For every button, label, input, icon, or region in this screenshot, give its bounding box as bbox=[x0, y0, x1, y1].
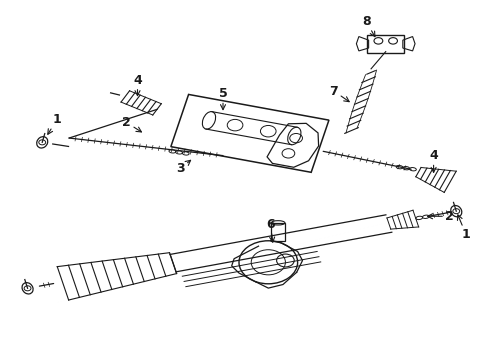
Text: 4: 4 bbox=[133, 74, 142, 96]
Text: 2: 2 bbox=[428, 210, 454, 223]
Text: 1: 1 bbox=[458, 215, 470, 241]
Text: 7: 7 bbox=[330, 85, 349, 102]
Text: 2: 2 bbox=[122, 116, 142, 132]
Text: 3: 3 bbox=[176, 160, 191, 175]
Text: 5: 5 bbox=[219, 87, 227, 110]
Text: 8: 8 bbox=[362, 15, 375, 37]
Text: 4: 4 bbox=[429, 149, 438, 172]
Text: 6: 6 bbox=[267, 218, 275, 242]
Text: 1: 1 bbox=[48, 113, 61, 134]
